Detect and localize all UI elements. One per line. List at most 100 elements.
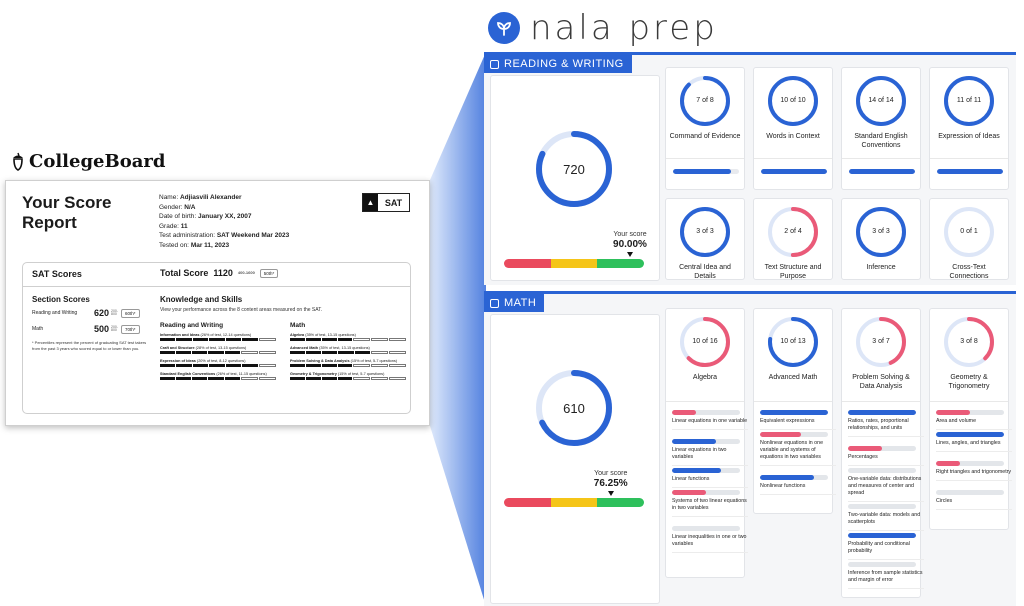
subskill-item: Two-variable data: models and scatterplo… xyxy=(848,504,924,531)
subskill-bar xyxy=(848,468,916,473)
rw-skill-card[interactable]: 0 of 1 Cross-Text Connections xyxy=(929,198,1009,280)
rw-skill-card[interactable]: 10 of 10 Words in Context xyxy=(753,67,833,190)
subskill-bar-fill xyxy=(848,533,916,538)
bar-segment xyxy=(338,351,354,354)
rw-skill-card[interactable]: 2 of 4 Text Structure and Purpose xyxy=(753,198,833,280)
bar-segment xyxy=(209,364,225,367)
subskill-label: Linear functions xyxy=(672,476,710,482)
section-scores: Section Scores Reading and Writing 620 200… xyxy=(32,295,154,351)
bar-segment xyxy=(306,351,322,354)
info-value: SAT Weekend Mar 2023 xyxy=(216,232,290,240)
skill-item: Geometry & Trigonometry (15% of test, 5-… xyxy=(290,371,407,380)
rw-skill-card[interactable]: 7 of 8 Command of Evidence xyxy=(665,67,745,190)
subskill-divider xyxy=(848,465,924,466)
subskill-divider xyxy=(936,451,1012,452)
rw-skill-card[interactable]: 11 of 11 Expression of Ideas xyxy=(929,67,1009,190)
skill-item-meta: (26% of test, 12-14 questions) xyxy=(199,333,252,337)
score-bar-segment xyxy=(550,498,598,507)
score-bar-segment xyxy=(504,498,551,507)
skill-item-label: Geometry & Trigonometry (15% of test, 5-… xyxy=(290,371,406,377)
bar-segment xyxy=(321,377,337,380)
skill-ring xyxy=(856,76,906,126)
subskill-bar xyxy=(848,562,916,567)
skill-item-name: Expression of Ideas xyxy=(160,359,196,363)
bar-segment xyxy=(258,364,276,367)
math-score-ring xyxy=(536,370,612,446)
section-score-row: Reading and Writing 620 200-800 60th* xyxy=(32,308,154,318)
math-panel: MATH 610 Your score 76.25% 10 of 16 Algebra L… xyxy=(484,291,1016,606)
sat-scores-box: SAT Scores Total Score 1120 400-1600 50t… xyxy=(22,262,411,414)
skill-ring-arc xyxy=(680,207,730,257)
score-bar-segment xyxy=(550,259,598,268)
skill-name: Problem Solving & Data Analysis xyxy=(852,374,910,390)
math-skill-card[interactable]: 3 of 7 Problem Solving & Data Analysis Rat… xyxy=(841,308,924,598)
skill-item-label: Information and Ideas (26% of test, 12-1… xyxy=(160,332,276,338)
rw-score-ring xyxy=(536,131,612,207)
section-range: 200-800 xyxy=(111,308,119,316)
bar-segment xyxy=(290,351,306,354)
math-total-card xyxy=(490,314,660,604)
skill-ring xyxy=(680,76,730,126)
subskill-label: Nonlinear functions xyxy=(760,483,806,489)
bar-segment xyxy=(371,338,389,341)
skill-item-name: Geometry & Trigonometry xyxy=(290,372,337,376)
math-skill-card[interactable]: 10 of 16 Algebra Linear equations in one v… xyxy=(665,308,748,578)
section-label: Math xyxy=(32,326,44,332)
subskill-item: Equivalent expressions xyxy=(760,410,836,430)
skill-ring xyxy=(768,207,818,257)
skill-item-name: Standard English Conventions xyxy=(160,372,216,376)
bar-segment xyxy=(176,364,192,367)
rw-skill-card[interactable]: 14 of 14 Standard English Conventions xyxy=(841,67,921,190)
card-divider xyxy=(754,158,832,159)
subskill-label: Inference from sample statistics and mar… xyxy=(848,570,923,583)
rw-tab[interactable]: READING & WRITING xyxy=(484,55,632,73)
bar-segment xyxy=(242,364,258,367)
subskill-label: Two-variable data: models and scatterplo… xyxy=(848,512,921,525)
rw-skill-card[interactable]: 3 of 3 Inference xyxy=(841,198,921,280)
subskill-item: Lines, angles, and triangles xyxy=(936,432,1012,452)
skill-name: Geometry & Trigonometry xyxy=(948,374,990,390)
info-value: Mar 11, 2023 xyxy=(190,241,230,249)
skill-name: Central Idea and Details xyxy=(679,264,731,280)
bar-segment xyxy=(192,351,208,354)
bar-segment xyxy=(224,377,240,380)
subskill-label: Area and volume xyxy=(936,418,977,424)
skill-item: Advanced Math (35% of test, 13-15 questi… xyxy=(290,345,406,354)
rw-score-range-bar xyxy=(504,259,644,268)
subskill-divider xyxy=(760,494,836,495)
subskill-bar-fill xyxy=(760,410,828,415)
subskill-item: Linear equations in one variable xyxy=(672,410,748,430)
bar-segment xyxy=(160,351,176,354)
skill-ring xyxy=(944,207,994,257)
sat-scores-label: SAT Scores xyxy=(32,269,82,279)
score-bar-segment xyxy=(504,259,551,268)
math-skill-card[interactable]: 3 of 8 Geometry & Trigonometry Area and vo… xyxy=(929,308,1012,530)
bar-segment xyxy=(160,377,176,380)
subskill-bar-fill xyxy=(936,461,960,466)
subskill-divider xyxy=(848,559,924,560)
math-skill-card[interactable]: 10 of 13 Advanced Math Equivalent expressi… xyxy=(753,308,836,514)
skill-progress-fill xyxy=(937,169,1003,174)
skill-item-meta: (35% of test, 13-15 questions) xyxy=(304,333,356,337)
info-line: Test administration: SAT Weekend Mar 202… xyxy=(159,231,289,241)
subskill-item: Linear functions xyxy=(672,468,748,488)
rw-skill-card[interactable]: 3 of 3 Central Idea and Details xyxy=(665,198,745,280)
subskill-item: Nonlinear equations in one variable and … xyxy=(760,432,836,466)
section-percentile: 60th* xyxy=(121,308,140,318)
bar-segment xyxy=(258,351,276,354)
skill-item: Craft and Structure (28% of test, 13-15 … xyxy=(160,345,276,354)
info-value: Adjiasvili Alexander xyxy=(179,194,242,201)
math-tab[interactable]: MATH xyxy=(484,294,545,312)
bar-segment xyxy=(389,364,407,367)
subskill-label: Probability and conditional probability xyxy=(848,541,910,554)
collegeboard-logo: CollegeBoard xyxy=(10,151,165,172)
score-bar-segment xyxy=(597,259,644,268)
skill-item-meta: (28% of test, 13-15 questions) xyxy=(194,346,247,350)
bar-segment xyxy=(389,377,407,380)
subskill-label: Right triangles and trigonometry xyxy=(936,469,1012,475)
subskill-label: Percentages xyxy=(848,454,878,460)
bar-segment xyxy=(160,364,176,367)
bar-segment xyxy=(225,338,242,341)
skill-ratio: 2 of 4 xyxy=(784,228,802,235)
